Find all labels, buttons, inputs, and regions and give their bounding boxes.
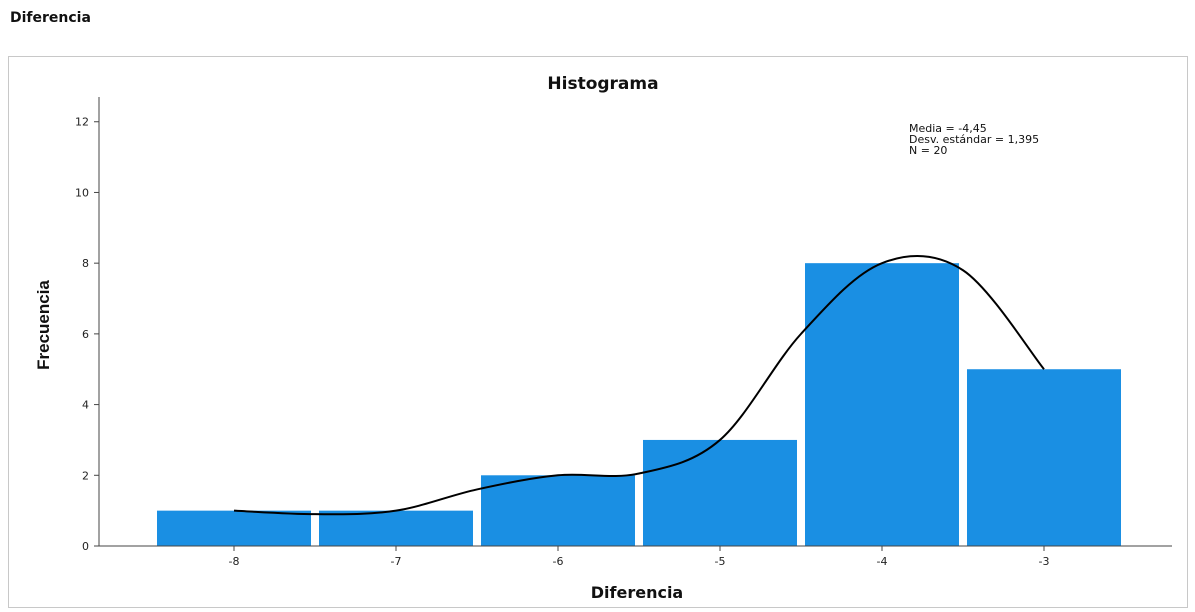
- x-tick-label: -5: [715, 555, 726, 568]
- y-tick-label: 0: [82, 540, 89, 553]
- histogram-bars: [157, 263, 1121, 546]
- histogram-bar: [157, 510, 311, 546]
- histogram-bar: [805, 263, 959, 546]
- x-tick-label: -7: [391, 555, 402, 568]
- x-axis-label: Diferencia: [591, 583, 683, 602]
- y-tick-label: 4: [82, 399, 89, 412]
- x-tick-label: -4: [877, 555, 888, 568]
- y-axis-label: Frecuencia: [34, 280, 53, 370]
- stat-n: N = 20: [909, 144, 947, 157]
- histogram-bar: [967, 369, 1121, 546]
- page-heading: Diferencia: [10, 10, 91, 26]
- density-curve: [233, 254, 1045, 516]
- histogram-bar: [319, 510, 473, 546]
- x-tick-label: -6: [553, 555, 564, 568]
- y-tick-label: 8: [82, 257, 89, 270]
- histogram-bar: [643, 439, 797, 546]
- chart-frame: Histograma 0 2 4 6 8 10 12 -8 -7 -6 -5 -4 -3 Difere…: [8, 56, 1188, 608]
- y-tick-label: 10: [75, 186, 89, 199]
- y-tick-label: 6: [82, 328, 89, 341]
- x-tick-label: -8: [229, 555, 240, 568]
- histogram-bar: [481, 475, 635, 546]
- y-axis-ticks: 0 2 4 6 8 10 12: [75, 116, 99, 553]
- chart-title: Histograma: [547, 74, 658, 94]
- histogram-chart: Histograma 0 2 4 6 8 10 12 -8 -7 -6 -5 -4 -3 Difere…: [34, 74, 1172, 602]
- stat-mean: Media = -4,45: [909, 122, 987, 135]
- x-tick-label: -3: [1039, 555, 1050, 568]
- y-tick-label: 2: [82, 469, 89, 482]
- stat-std-dev: Desv. estándar = 1,395: [909, 133, 1039, 146]
- x-axis-ticks: -8 -7 -6 -5 -4 -3: [229, 546, 1050, 568]
- y-tick-label: 12: [75, 116, 89, 129]
